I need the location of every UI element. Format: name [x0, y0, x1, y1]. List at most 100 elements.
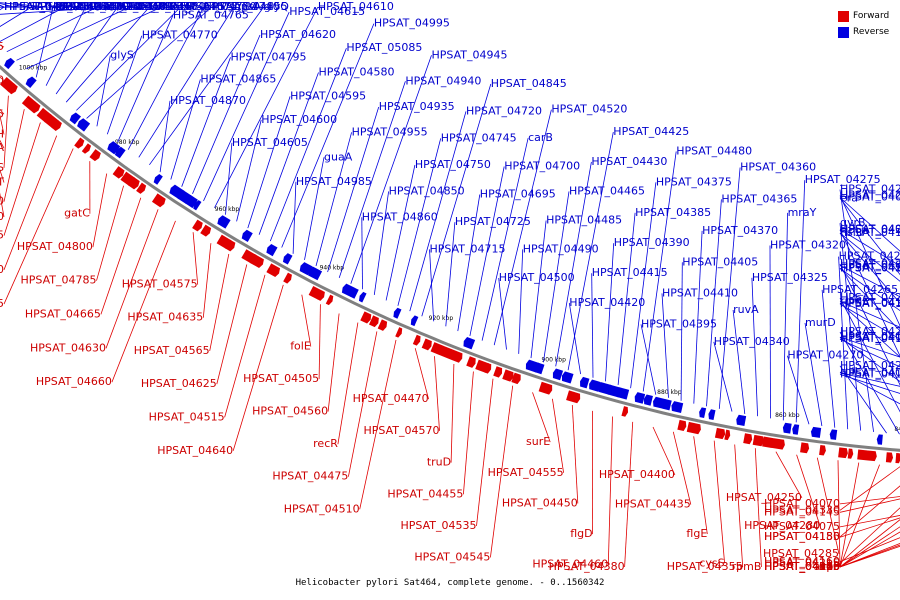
forward-gene-arrow [421, 338, 432, 351]
forward-gene-arrow [439, 345, 453, 359]
forward-leader-line [337, 322, 359, 445]
forward-gene-arrow [866, 450, 877, 462]
reverse-leader-line [713, 341, 733, 412]
reverse-gene-label: HPSAT_04645 [149, 0, 225, 13]
reverse-gene-label: HPSAT_04405 [682, 255, 758, 268]
reverse-gene-label: HPSAT_04870 [170, 94, 246, 107]
reverse-leader-line [86, 6, 212, 119]
reverse-leader-line [617, 212, 636, 385]
reverse-gene-label: HPSAT_04485 [546, 214, 622, 227]
reverse-gene-label: HPSAT_04165 [840, 296, 900, 309]
reverse-gene-arrow [876, 434, 883, 445]
forward-gene-label: HPSAT_04160 [764, 555, 840, 568]
reverse-leader-line [804, 322, 823, 427]
forward-gene-label: HPSAT_04560 [252, 405, 328, 418]
reverse-leader-line [159, 100, 171, 173]
forward-leader-line [754, 448, 762, 568]
reverse-leader-line [839, 298, 900, 413]
reverse-leader-line [373, 191, 389, 295]
forward-leader-line [301, 294, 312, 347]
forward-gene-label: HPSAT_04450 [502, 497, 578, 510]
reverse-leader-line [429, 249, 435, 322]
reverse-leader-line [327, 106, 380, 273]
reverse-gene-label: HPSAT_04985 [296, 175, 372, 188]
forward-gene-label: rpmB [732, 560, 762, 573]
reverse-gene-arrow [699, 407, 707, 419]
reverse-leader-line [640, 324, 657, 395]
reverse-gene-label: HPSAT_04685 [97, 0, 173, 13]
reverse-gene-label: HPSAT_04995 [374, 17, 450, 30]
reverse-leader-line [203, 11, 290, 202]
reverse-gene-label: HPSAT_04770 [142, 29, 218, 42]
reverse-gene-label: HPSAT_04765 [173, 8, 249, 21]
legend-label-reverse: Reverse [853, 27, 890, 37]
forward-gene-arrow [74, 137, 85, 149]
reverse-gene-label: HPSAT_04395 [641, 317, 717, 330]
reverse-gene-arrow [643, 394, 653, 406]
forward-gene-label: HPSAT_04505 [243, 372, 319, 385]
reverse-leader-line [35, 7, 54, 78]
reverse-leader-line [839, 331, 900, 435]
forward-gene-arrow [819, 444, 826, 456]
legend: Forward Reverse [838, 8, 898, 40]
reverse-leader-line [0, 6, 114, 15]
reverse-gene-label: HPSAT_04670 [53, 0, 129, 13]
reverse-gene-label: HPSAT_04375 [656, 175, 732, 188]
reverse-leader-line [0, 3, 15, 8]
forward-gene-label: HPSAT_04885 [0, 229, 4, 242]
reverse-leader-line [6, 6, 98, 53]
forward-gene-label: folE [290, 340, 311, 353]
reverse-leader-line [630, 182, 657, 389]
reverse-gene-arrow [829, 429, 838, 440]
forward-swatch [838, 10, 849, 22]
legend-item-reverse: Reverse [838, 24, 898, 40]
reverse-leader-line [839, 232, 900, 282]
reverse-leader-line [457, 194, 481, 332]
reverse-leader-line [55, 6, 118, 95]
reverse-gene-label: gpsA [234, 0, 262, 13]
forward-leader-line [839, 485, 900, 538]
reverse-gene-label: HPSAT_04170 [840, 331, 900, 344]
reverse-gene-label: rplI [840, 365, 858, 378]
forward-gene-label: HPSAT_04555 [488, 466, 564, 479]
reverse-leader-line [839, 223, 862, 431]
reverse-leader-line [304, 157, 325, 260]
forward-gene-arrow [360, 311, 372, 324]
legend-label-forward: Forward [853, 11, 890, 21]
reverse-leader-line [706, 199, 722, 407]
reverse-gene-label: HPSAT_04365 [721, 192, 797, 205]
reverse-leader-line [591, 273, 594, 378]
reverse-gene-label: HPSAT_04675 [162, 0, 238, 13]
forward-gene-arrow [283, 272, 292, 284]
reverse-gene-label: ruvA [733, 303, 759, 316]
reverse-leader-line [0, 6, 32, 27]
forward-gene-arrow [89, 149, 101, 162]
figure-caption: Helicobacter pylori Sat464, complete gen… [295, 578, 605, 588]
forward-gene-arrow [714, 427, 726, 440]
forward-leader-line [713, 440, 725, 564]
kbp-tick-label: 920 kbp [429, 315, 454, 322]
reverse-gene-label: HPSAT_04650 [118, 0, 194, 13]
reverse-leader-line [839, 302, 900, 358]
forward-leader-line [734, 444, 744, 568]
forward-leader-line [111, 220, 176, 383]
forward-leader-line [839, 526, 900, 568]
forward-gene-label: HPSAT_04565 [134, 344, 210, 357]
forward-gene-arrow [200, 224, 212, 237]
reverse-leader-line [838, 256, 849, 430]
reverse-leader-line [839, 265, 900, 298]
reverse-gene-arrow [358, 291, 367, 303]
forward-gene-label: HPSAT_04545 [414, 550, 490, 563]
reverse-gene-arrow [114, 146, 126, 159]
forward-gene-arrow [249, 254, 264, 269]
reverse-gene-arrow [634, 392, 646, 404]
forward-gene-label: cysS [699, 556, 724, 569]
reverse-gene-label: HPSAT_04745 [441, 131, 517, 144]
forward-gene-label: pheS [0, 161, 4, 174]
reverse-gene-label: HPSAT_04100 [840, 226, 900, 239]
reverse-gene-label: glyQ [264, 0, 290, 13]
forward-gene-arrow [484, 362, 492, 374]
reverse-gene-label: HPSAT_04715 [430, 242, 506, 255]
reverse-gene-label: HPSAT_04370 [702, 224, 778, 237]
forward-gene-label: truD [427, 456, 451, 469]
